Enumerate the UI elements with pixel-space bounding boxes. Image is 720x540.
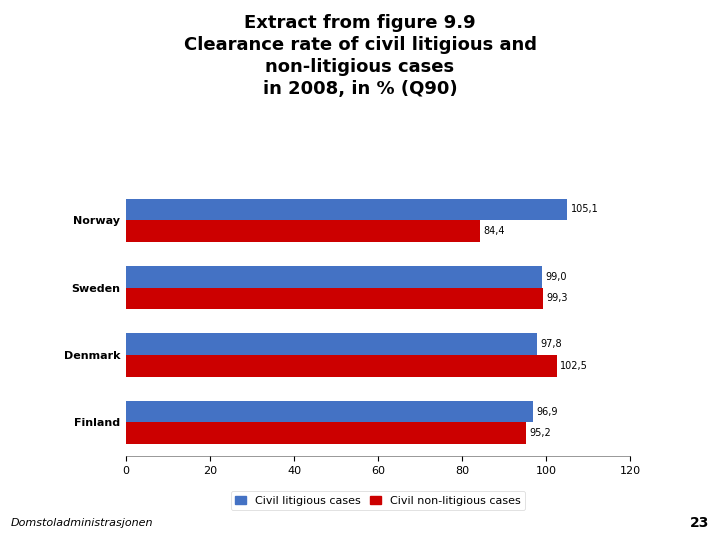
Text: 105,1: 105,1 (571, 204, 598, 214)
Bar (126, 220, 480, 242)
Bar (126, 355, 557, 376)
Text: 23: 23 (690, 516, 709, 530)
Bar (126, 288, 543, 309)
Bar (126, 199, 567, 220)
Text: 99,0: 99,0 (545, 272, 567, 282)
Legend: Civil litigious cases, Civil non-litigious cases: Civil litigious cases, Civil non-litigio… (231, 491, 525, 510)
Text: 102,5: 102,5 (560, 361, 588, 371)
Text: 96,9: 96,9 (536, 407, 558, 417)
Bar (126, 401, 533, 422)
Bar (126, 422, 526, 444)
Text: Domstoladministrasjonen: Domstoladministrasjonen (11, 518, 153, 529)
Text: Extract from figure 9.9
Clearance rate of civil litigious and
non-litigious case: Extract from figure 9.9 Clearance rate o… (184, 14, 536, 98)
Text: 99,3: 99,3 (546, 293, 568, 303)
Bar (126, 266, 541, 288)
Text: 97,8: 97,8 (540, 339, 562, 349)
Text: 95,2: 95,2 (529, 428, 551, 438)
Text: 84,4: 84,4 (484, 226, 505, 236)
Bar (126, 333, 537, 355)
